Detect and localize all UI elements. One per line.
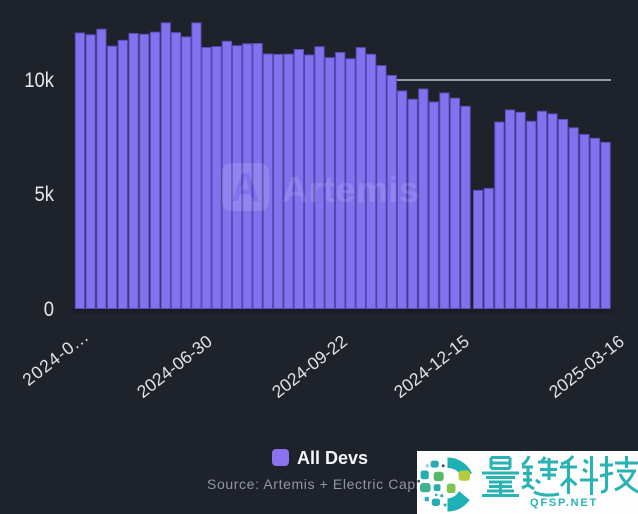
svg-text:Artemis: Artemis: [282, 169, 420, 210]
